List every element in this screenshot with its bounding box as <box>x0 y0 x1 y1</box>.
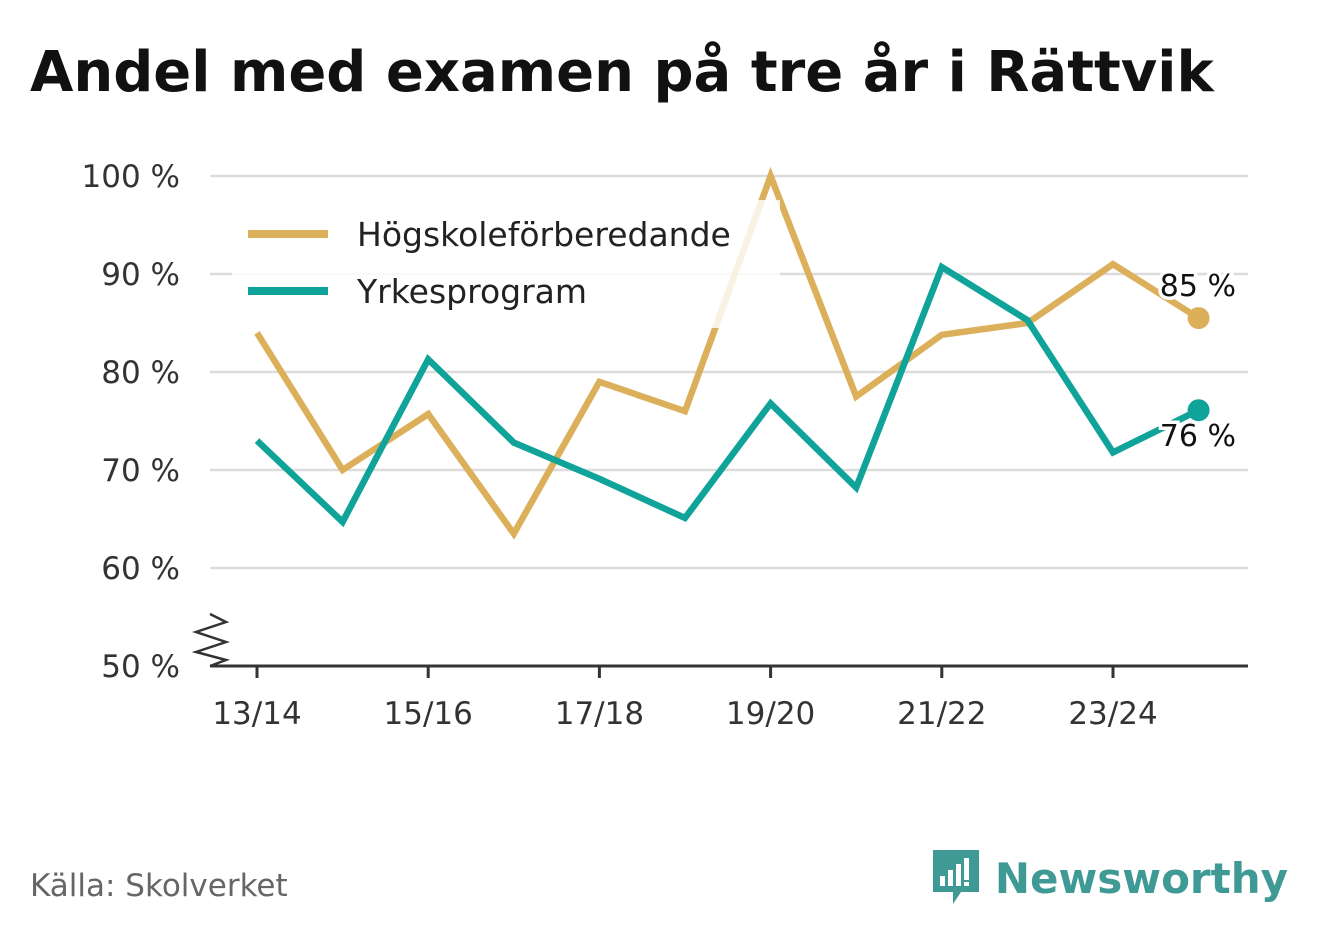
y-tick-label: 70 % <box>101 453 180 489</box>
newsworthy-logo-icon <box>932 850 979 904</box>
series-line <box>254 262 1201 528</box>
brand-name: Newsworthy <box>994 853 1288 903</box>
x-tick-label: 13/14 <box>212 696 301 732</box>
end-value-label: 85 % <box>1160 269 1236 304</box>
y-axis-tick-labels: 50 % 60 % 70 % 80 % 90 % 100 % <box>82 159 180 685</box>
legend-background <box>232 200 780 328</box>
y-tick-label: 80 % <box>101 355 180 391</box>
end-labels: 85 % 76 % <box>1156 266 1239 458</box>
y-tick-label: 50 % <box>101 649 180 685</box>
legend-label: Yrkesprogram <box>356 272 587 311</box>
end-point-marker <box>1187 399 1210 422</box>
x-tick-label: 21/22 <box>897 696 986 732</box>
legend-label: Högskoleförberedande <box>357 215 731 254</box>
end-value-label: 76 % <box>1160 419 1236 454</box>
x-axis: 13/14 15/16 17/18 19/20 21/22 23/24 <box>210 664 1248 732</box>
chart-title: Andel med examen på tre år i Rättvik <box>30 40 1214 105</box>
axis-break-icon <box>191 612 231 668</box>
x-tick-label: 15/16 <box>384 696 473 732</box>
brand-logo: Newsworthy <box>931 848 1288 908</box>
x-tick-label: 23/24 <box>1068 696 1157 732</box>
legend: Högskoleförberedande Yrkesprogram <box>232 200 780 328</box>
y-tick-label: 100 % <box>82 159 180 195</box>
x-tick-label: 19/20 <box>726 696 815 732</box>
source-text: Källa: Skolverket <box>30 868 288 904</box>
y-tick-label: 90 % <box>101 257 180 293</box>
end-point-marker <box>1187 307 1210 330</box>
x-tick-label: 17/18 <box>555 696 644 732</box>
y-tick-label: 60 % <box>101 551 180 587</box>
